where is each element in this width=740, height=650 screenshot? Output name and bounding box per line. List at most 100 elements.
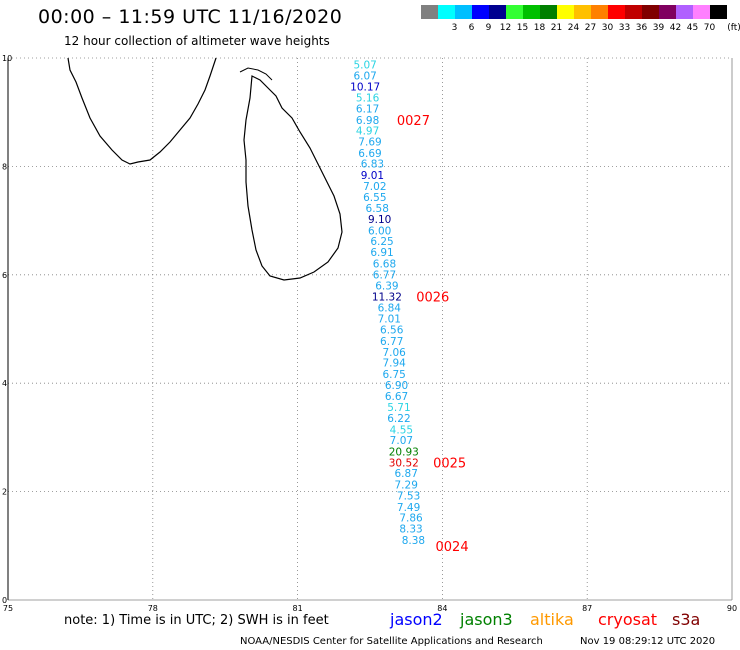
scale-swatch: [574, 5, 591, 19]
wave-height-label: 11.32: [372, 291, 402, 303]
wave-height-label: 9.01: [361, 170, 384, 182]
scale-label: 15: [516, 23, 529, 33]
wave-height-label: 6.22: [387, 413, 410, 425]
scale-swatch: [608, 5, 625, 19]
scale-unit: (ft): [727, 23, 740, 33]
sri-lanka-coastline: [243, 75, 343, 281]
scale-swatch: [540, 5, 557, 19]
footer-timestamp: Nov 19 08:29:12 UTC 2020: [580, 636, 716, 647]
wave-height-label: 6.75: [382, 369, 405, 381]
wave-height-label: 6.77: [380, 336, 403, 348]
y-tick-label: 8: [2, 162, 7, 171]
wave-height-label: 8.33: [399, 523, 422, 535]
x-tick-label: 75: [3, 604, 13, 613]
track-time-label: 0024: [436, 540, 469, 555]
map-grid: 75 78 81 84 87 90 0 2 4 6 8 10: [2, 54, 737, 613]
wave-height-label: 5.71: [387, 402, 410, 414]
scale-swatch: [506, 5, 523, 19]
scale-label: 12: [499, 23, 512, 33]
satellite-legend-jason3: jason3: [460, 610, 513, 629]
scale-label: 27: [584, 23, 597, 33]
scale-swatch: [591, 5, 608, 19]
scale-swatch: [676, 5, 693, 19]
x-tick-label: 81: [293, 604, 303, 613]
data-marks: 5.076.0710.175.166.176.984.977.696.696.8…: [350, 60, 468, 555]
scale-label: 24: [567, 23, 580, 33]
wave-height-label: 6.39: [375, 281, 398, 293]
scale-label: 18: [533, 23, 546, 33]
track-time-label: 0027: [397, 114, 430, 129]
wave-height-label: 6.83: [361, 159, 384, 171]
wave-height-label: 6.56: [380, 325, 404, 337]
scale-label: 36: [635, 23, 648, 33]
wave-height-label: 4.55: [390, 424, 413, 436]
wave-height-label: 30.52: [389, 457, 419, 469]
wave-height-label: 6.90: [385, 380, 408, 392]
jaffna-peninsula: [239, 67, 273, 81]
track-time-label: 0025: [433, 456, 466, 471]
scale-label: 30: [601, 23, 614, 33]
page-subtitle: 12 hour collection of altimeter wave hei…: [64, 34, 330, 48]
wave-height-label: 7.94: [382, 358, 406, 370]
scale-label: 39: [652, 23, 665, 33]
wave-height-label: 6.00: [368, 225, 391, 237]
y-tick-label: 2: [2, 488, 7, 497]
scale-label: 21: [550, 23, 563, 33]
wave-height-label: 4.97: [356, 126, 379, 138]
scale-swatch: [455, 5, 472, 19]
satellite-legend-jason2: jason2: [390, 610, 443, 629]
wave-height-label: 6.84: [378, 302, 402, 314]
scale-label: 9: [485, 23, 492, 33]
scale-label: 33: [618, 23, 631, 33]
wave-height-label: 20.93: [389, 446, 419, 458]
wave-height-label: 7.02: [363, 181, 386, 193]
scale-swatch: [642, 5, 659, 19]
scale-swatch: [472, 5, 489, 19]
scale-label: 70: [703, 23, 716, 33]
wave-height-label: 6.58: [366, 203, 389, 215]
scale-swatch: [523, 5, 540, 19]
y-tick-label: 0: [2, 596, 7, 605]
wave-height-label: 7.01: [378, 314, 401, 326]
scale-swatch: [710, 5, 727, 19]
wave-height-label: 7.86: [399, 513, 423, 525]
wave-height-label: 6.98: [356, 115, 379, 127]
scale-label: 3: [451, 23, 458, 33]
scale-swatch: [438, 5, 455, 19]
scale-swatch: [659, 5, 676, 19]
scale-swatch: [625, 5, 642, 19]
wave-height-label: 6.87: [395, 468, 418, 480]
wave-height-label: 9.10: [368, 214, 391, 226]
y-tick-label: 6: [2, 271, 7, 280]
india-coastline: [67, 57, 217, 165]
wave-height-label: 6.67: [385, 391, 408, 403]
wave-height-label: 10.17: [350, 82, 380, 94]
x-tick-label: 87: [582, 604, 592, 613]
scale-swatch: [557, 5, 574, 19]
scale-swatch: [421, 5, 438, 19]
scale-label: 6: [468, 23, 475, 33]
satellite-legend-s3a: s3a: [672, 610, 701, 629]
footer-note: note: 1) Time is in UTC; 2) SWH is in fe…: [64, 613, 329, 628]
wave-height-label: 6.17: [356, 103, 379, 115]
x-tick-label: 78: [148, 604, 158, 613]
wave-height-label: 6.91: [370, 247, 393, 259]
track-time-label: 0026: [416, 290, 449, 305]
x-tick-label: 84: [437, 604, 447, 613]
scale-swatch: [489, 5, 506, 19]
wave-height-label: 6.25: [370, 236, 393, 248]
scale-label: 45: [686, 23, 699, 33]
wave-height-label: 7.06: [382, 347, 406, 359]
footer-credit: NOAA/NESDIS Center for Satellite Applica…: [240, 636, 543, 647]
wave-height-label: 7.49: [397, 502, 420, 514]
wave-height-label: 7.07: [390, 435, 413, 447]
wave-height-label: 6.68: [373, 258, 396, 270]
wave-height-label: 6.77: [373, 269, 396, 281]
wave-height-label: 6.69: [358, 148, 381, 160]
wave-height-label: 7.53: [397, 490, 420, 502]
wave-height-label: 7.29: [395, 480, 418, 492]
scale-swatch: [693, 5, 710, 19]
wave-height-label: 6.55: [363, 192, 386, 204]
wave-height-label: 7.69: [358, 136, 381, 148]
